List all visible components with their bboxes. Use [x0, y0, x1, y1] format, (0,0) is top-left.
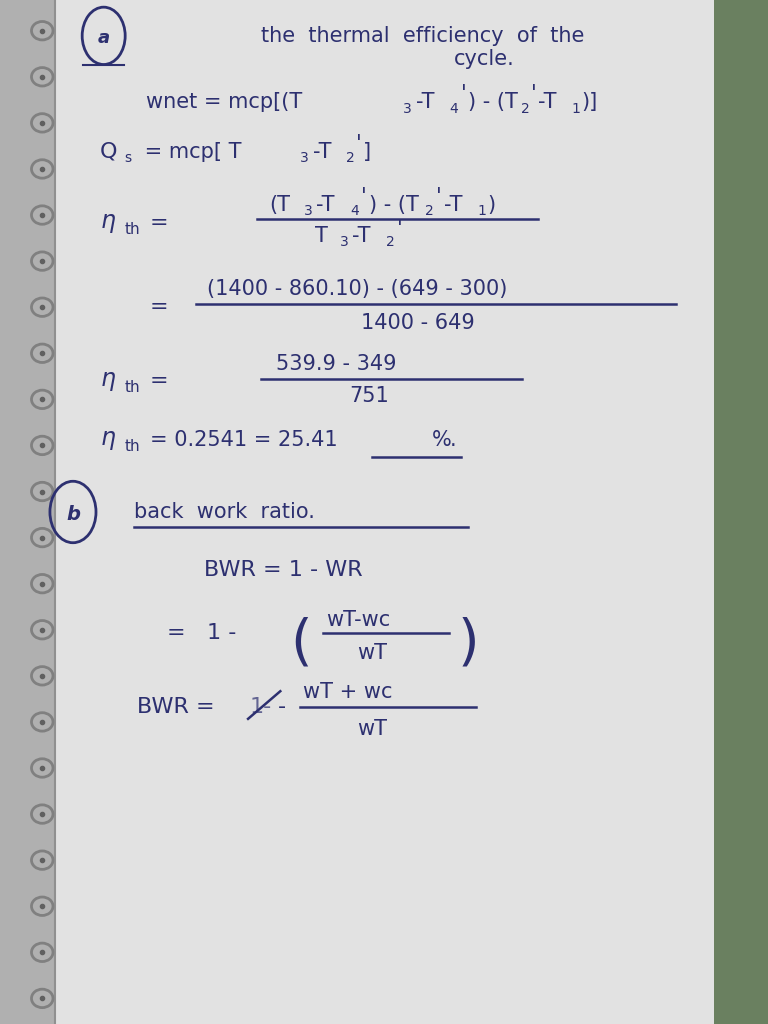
Text: =: = — [150, 297, 168, 317]
Text: T: T — [315, 225, 328, 246]
Text: -T: -T — [352, 225, 370, 246]
Text: ]: ] — [362, 141, 371, 162]
Text: BWR = 1 - WR: BWR = 1 - WR — [204, 560, 362, 581]
Text: 1: 1 — [571, 101, 581, 116]
Text: -: - — [278, 696, 286, 717]
Text: th: th — [124, 439, 140, 454]
Text: -T: -T — [313, 141, 331, 162]
Text: wT + wc: wT + wc — [303, 682, 393, 702]
Text: cycle.: cycle. — [453, 49, 515, 70]
Text: =: = — [150, 213, 168, 233]
Text: $\eta$: $\eta$ — [100, 428, 116, 453]
Text: (1400 - 860.10) - (649 - 300): (1400 - 860.10) - (649 - 300) — [207, 279, 508, 299]
Text: 3: 3 — [300, 151, 308, 165]
Text: %: % — [432, 430, 452, 451]
Text: BWR =: BWR = — [137, 696, 214, 717]
Text: b: b — [66, 505, 80, 523]
Text: 4: 4 — [449, 101, 458, 116]
Text: s: s — [124, 151, 131, 165]
Text: wT: wT — [357, 719, 387, 739]
Text: 2: 2 — [521, 101, 529, 116]
Text: 1-: 1- — [250, 696, 272, 717]
Text: -T: -T — [416, 92, 435, 113]
Text: Q: Q — [100, 141, 118, 162]
Text: $\eta$: $\eta$ — [100, 211, 116, 236]
Text: $\eta$: $\eta$ — [100, 369, 116, 393]
Text: ) - (T: ) - (T — [468, 92, 518, 113]
Text: -T: -T — [316, 195, 334, 215]
Text: 2: 2 — [346, 151, 354, 165]
FancyBboxPatch shape — [54, 0, 714, 1024]
Text: ): ) — [458, 616, 479, 670]
Text: ): ) — [488, 195, 496, 215]
Text: = 0.2541 = 25.41: = 0.2541 = 25.41 — [150, 430, 337, 451]
Text: ) - (T: ) - (T — [369, 195, 419, 215]
Text: th: th — [124, 222, 140, 237]
Text: wnet = mcp[(T: wnet = mcp[(T — [146, 92, 302, 113]
Text: (T: (T — [269, 195, 290, 215]
Text: ': ' — [397, 219, 402, 240]
Text: the  thermal  efficiency  of  the: the thermal efficiency of the — [260, 26, 584, 46]
Text: )]: )] — [581, 92, 598, 113]
Text: 3: 3 — [403, 101, 412, 116]
Text: ': ' — [531, 84, 537, 104]
Text: ': ' — [436, 186, 442, 207]
Text: 2: 2 — [425, 204, 434, 218]
Text: ': ' — [361, 186, 366, 207]
Text: 1400 - 649: 1400 - 649 — [361, 312, 475, 333]
Text: 3: 3 — [340, 234, 349, 249]
Text: ': ' — [356, 134, 361, 155]
Text: 3: 3 — [304, 204, 313, 218]
Text: =: = — [150, 371, 168, 391]
Text: =   1 -: = 1 - — [167, 623, 237, 643]
Text: back  work  ratio.: back work ratio. — [134, 502, 316, 522]
Text: th: th — [124, 380, 140, 394]
Text: wT: wT — [357, 643, 387, 664]
FancyBboxPatch shape — [714, 0, 768, 1024]
Text: 539.9 - 349: 539.9 - 349 — [276, 353, 397, 374]
Text: 1: 1 — [478, 204, 487, 218]
Text: -T: -T — [538, 92, 557, 113]
Text: 751: 751 — [349, 386, 389, 407]
Text: ': ' — [461, 84, 466, 104]
Text: 2: 2 — [386, 234, 395, 249]
Text: (: ( — [290, 616, 312, 670]
Text: = mcp[ T: = mcp[ T — [138, 141, 242, 162]
Text: a: a — [98, 29, 110, 47]
Text: -T: -T — [444, 195, 462, 215]
Text: wT-wc: wT-wc — [326, 609, 391, 630]
Text: 4: 4 — [350, 204, 359, 218]
Text: .: . — [449, 430, 456, 451]
